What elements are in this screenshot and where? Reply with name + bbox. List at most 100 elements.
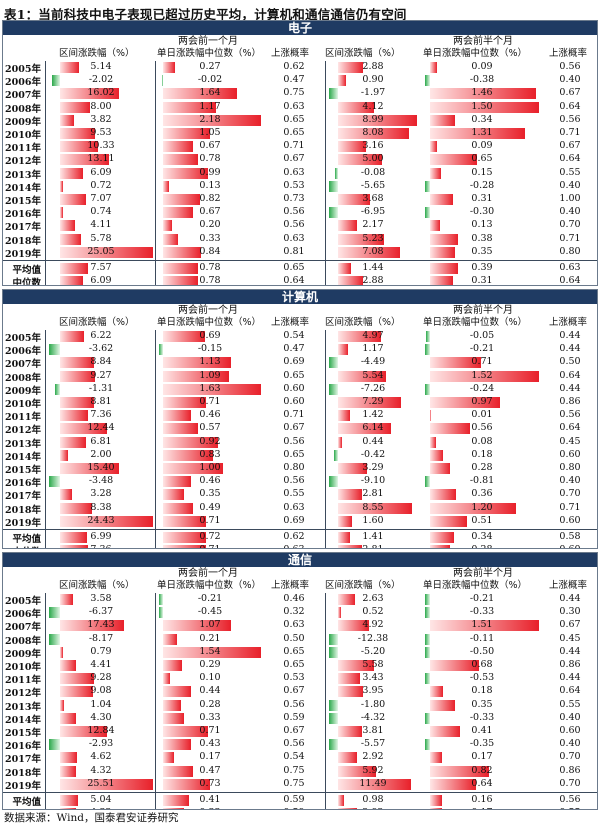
year-label: 2010年 [5,130,41,141]
positive-bar [430,752,443,764]
negative-bar [334,167,339,179]
summary-bar [430,532,455,543]
cell-m-daily: 0.67 [199,206,221,218]
cell-h-interval: 4.97 [362,330,384,341]
positive-bar [338,114,417,126]
year-label: 2013年 [5,701,41,713]
column-divider [325,593,326,809]
cell-h-prob: 0.64 [559,153,581,165]
cell-m-interval: 4.62 [90,751,112,763]
cell-h-interval: 4.12 [362,100,384,112]
cell-m-daily: -0.21 [197,593,223,604]
positive-bar [338,128,409,139]
year-label: 2015年 [5,196,41,207]
cell-m-daily: 2.18 [199,113,221,125]
positive-bar [59,167,83,179]
cell-h-prob: 1.00 [559,193,581,204]
positive-bar [163,436,219,448]
cell-h-interval: 2.81 [362,488,384,500]
cell-h-daily: 0.68 [471,659,493,670]
cell-m-daily: 0.33 [199,711,221,723]
positive-bar [163,370,229,382]
positive-bar [59,62,80,73]
year-label: 2010年 [5,399,41,410]
cell-m-interval: 12.44 [87,422,115,434]
cell-m-interval: 1.04 [90,698,112,710]
cell-h-interval: -1.80 [360,698,386,710]
negative-bar [159,594,164,605]
cell-h-interval: 1.17 [362,343,384,355]
cell-m-prob: 0.62 [283,61,305,72]
cell-h-daily: -0.53 [469,672,495,684]
cell-m-interval: -6.37 [88,606,114,618]
cell-m-daily: -0.45 [197,606,223,618]
positive-bar [338,726,363,737]
positive-bar [163,180,170,192]
negative-bar [425,476,431,488]
positive-bar [163,128,211,139]
column-header-h-prob: 上涨概率 [549,317,588,328]
year-label: 2005年 [5,64,41,75]
cell-m-prob: 0.56 [283,219,305,231]
cell-m-prob: 0.65 [283,448,305,460]
summary-bar [430,276,453,285]
positive-bar [163,660,182,671]
cell-h-prob: 0.60 [559,725,581,736]
positive-bar [338,344,349,356]
median-row-m-daily: 0.71 [157,544,263,548]
summary-bar [59,545,88,548]
cell-m-prob: 0.75 [283,764,305,776]
positive-bar [163,154,199,166]
positive-bar [163,194,201,205]
cell-m-interval: 5.14 [90,61,112,72]
negative-bar [49,476,60,488]
positive-bar [59,331,84,342]
cell-h-prob: 0.44 [559,330,581,341]
positive-bar [430,88,537,100]
cell-h-prob: 0.71 [559,232,581,244]
cell-h-daily: 0.18 [471,685,493,697]
year-label: 2010年 [5,662,41,673]
summary-bar [59,532,87,543]
positive-bar [59,114,75,126]
cell-m-interval: -1.31 [88,382,114,394]
year-label: 2007年 [5,90,41,102]
cell-h-interval: 7.29 [362,396,384,407]
cell-h-interval: 5.54 [362,369,384,381]
cell-h-prob: 0.50 [559,356,581,368]
year-label: 2019年 [5,517,41,529]
year-label: 2008年 [5,635,41,647]
cell-h-daily: 0.17 [471,751,493,763]
positive-bar [163,686,192,698]
positive-bar [163,114,261,126]
cell-m-daily: 1.17 [199,100,221,112]
year-label: 2005年 [5,333,41,344]
year-label: 2016年 [5,741,41,753]
cell-h-interval: 3.68 [362,193,384,204]
year-label: 2007年 [5,622,41,634]
positive-bar [430,778,477,790]
positive-bar [430,726,460,737]
cell-h-daily: -0.35 [469,738,495,750]
cell-h-interval: -5.20 [360,645,386,657]
median-row-h-prob: 0.64 [559,275,581,286]
positive-bar [163,489,185,501]
positive-bar [59,410,88,422]
positive-bar [338,673,360,685]
positive-bar [430,502,517,514]
positive-bar [338,660,374,671]
cell-h-interval: 7.08 [362,245,384,257]
section-title: 计算机 [3,290,597,304]
cell-m-prob: 0.56 [283,698,305,710]
cell-h-interval: 2.17 [362,219,384,231]
column-header-m-daily: 单日涨跌幅中位数（%） [157,317,262,328]
summary-bar [338,795,345,806]
cell-m-daily: 1.54 [199,645,221,657]
cell-h-prob: 0.40 [559,74,581,86]
positive-bar [430,128,526,139]
positive-bar [59,423,108,435]
summary-bar [163,263,199,274]
summary-bar [59,263,89,274]
cell-m-daily: 1.09 [199,369,221,381]
cell-h-prob: 0.86 [559,396,581,407]
